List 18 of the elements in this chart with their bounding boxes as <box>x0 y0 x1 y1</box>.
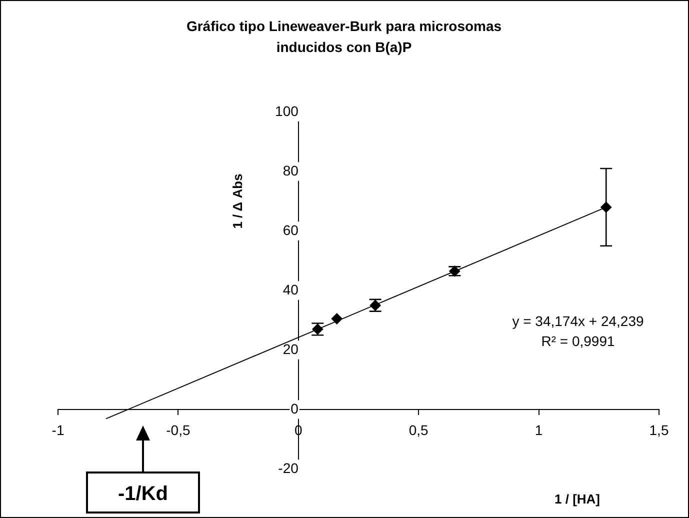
y-tick-label: 20 <box>282 340 299 357</box>
x-tick-label: 1 <box>534 422 543 438</box>
text: -1/Kd <box>118 483 168 506</box>
x-tick-label: -1 <box>52 422 64 438</box>
y-axis-title: 1 / Δ Abs <box>230 174 245 229</box>
x-axis-title: 1 / [HA] <box>554 492 600 507</box>
y-tick-label: 100 <box>275 102 299 119</box>
y-tick-label: 40 <box>282 281 299 298</box>
y-tick-label: 60 <box>282 222 299 238</box>
x-tick-label: 0,5 <box>408 422 429 438</box>
y-tick-label: 0 <box>290 400 299 416</box>
y-tick-label: 80 <box>282 162 299 178</box>
annotation: R² = 0,9991 <box>541 332 615 349</box>
x-tick-label: 1,5 <box>649 422 669 438</box>
x-tick-label: -0,5 <box>166 422 190 438</box>
annotation: y = 34,174x + 24,239 <box>512 312 644 329</box>
chart-title: Gráfico tipo Lineweaver-Burk para microsomas inducidos con B(a)P <box>186 18 502 55</box>
y-tick-label: -20 <box>278 460 299 476</box>
